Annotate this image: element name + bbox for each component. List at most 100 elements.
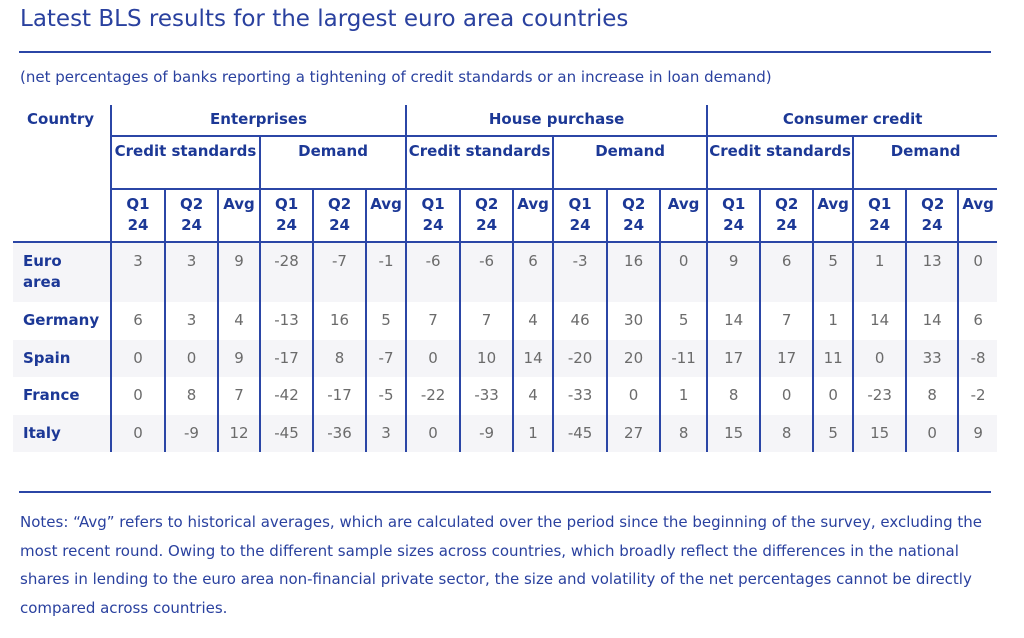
table-cell: 6 [759,242,814,302]
table-cell: -13 [259,302,313,340]
table-cell: 5 [812,242,854,302]
notes: Notes: “Avg” refers to historical averag… [20,513,982,617]
table-cell: -28 [259,242,313,302]
period-header-q1-24: Q1 24 [706,189,761,243]
table-cell: 0 [110,415,165,452]
table-cell: 0 [659,242,708,302]
table-cell: -33 [552,377,608,415]
table-cell: 0 [606,377,661,415]
table-cell: 4 [217,302,260,340]
table-cell: 16 [312,302,366,340]
table-cell: -2 [957,377,998,415]
header-consumer-credit: Consumer credit [706,105,998,137]
table-cell: 10 [459,340,514,377]
period-header-q2-24: Q2 24 [164,189,218,243]
table-cell: -6 [405,242,461,302]
period-header-q1-24: Q1 24 [852,189,907,243]
table-cell: -22 [405,377,461,415]
bls-results-table: Country Enterprises House purchase Consu… [13,105,998,452]
table-cell: -45 [259,415,313,452]
country-name: Spain [13,340,111,377]
table-cell: 0 [110,377,165,415]
table-cell: -1 [364,242,407,302]
table-cell: 20 [606,340,661,377]
table-cell: 17 [706,340,761,377]
table-cell: 0 [852,340,907,377]
table-cell: 5 [812,415,854,452]
table-cell: 14 [512,340,554,377]
table-cell: 0 [812,377,854,415]
period-header-avg: Avg [512,189,554,243]
table-cell: 3 [110,242,165,302]
table-row: Germany 6 3 4 -13 16 5 7 7 4 46 30 5 14 7 1 14 14 6 [13,302,998,340]
header-country: Country [13,105,111,243]
table-cell: -17 [259,340,313,377]
table-cell: 8 [312,340,366,377]
period-header-avg: Avg [217,189,260,243]
table-cell: 3 [164,242,218,302]
table-cell: 13 [905,242,959,302]
table-cell: 8 [659,415,708,452]
table-cell: 14 [706,302,761,340]
period-header-q2-24: Q2 24 [459,189,514,243]
table-cell: 6 [957,302,998,340]
table-row: France 0 8 7 -42 -17 -5 -22 -33 4 -33 0 1 8 0 0 -23 8 -2 [13,377,998,415]
table-cell: 0 [905,415,959,452]
period-header-q1-24: Q1 24 [552,189,608,243]
table-cell: 0 [405,340,461,377]
period-header-q1-24: Q1 24 [110,189,165,243]
table-cell: 9 [706,242,761,302]
period-header-avg: Avg [364,189,407,243]
table-cell: -42 [259,377,313,415]
table-cell: 15 [852,415,907,452]
period-header-avg: Avg [659,189,708,243]
table-cell: 17 [759,340,814,377]
subheader-demand: Demand [258,136,407,190]
period-header-avg: Avg [812,189,854,243]
table-cell: 27 [606,415,661,452]
table-cell: -9 [164,415,218,452]
table-cell: -3 [552,242,608,302]
period-header-avg: Avg [957,189,998,243]
table-cell: 14 [852,302,907,340]
table-cell: -23 [852,377,907,415]
table-cell: 7 [405,302,461,340]
table-cell: -8 [957,340,998,377]
country-name: Italy [13,415,111,452]
table-cell: 0 [164,340,218,377]
table-row: Euro area 3 3 9 -28 -7 -1 -6 -6 6 -3 16 0 9 6 5 1 13 0 [13,242,998,302]
table-cell: 1 [659,377,708,415]
table-cell: 5 [364,302,407,340]
divider-bottom [19,491,991,493]
table-row: Spain 0 0 9 -17 8 -7 0 10 14 -20 20 -11 17 17 11 0 33 -8 [13,340,998,377]
table-cell: 8 [706,377,761,415]
table-cell: -7 [364,340,407,377]
table-cell: 1 [852,242,907,302]
table-cell: -17 [312,377,366,415]
table-cell: 8 [164,377,218,415]
table-cell: -9 [459,415,514,452]
table-cell: -33 [459,377,514,415]
table-cell: 46 [552,302,608,340]
period-header-q1-24: Q1 24 [405,189,461,243]
table-cell: 4 [512,302,554,340]
table-cell: 16 [606,242,661,302]
table-cell: 0 [110,340,165,377]
table-cell: -45 [552,415,608,452]
header-house-purchase: House purchase [405,105,708,137]
table-cell: 7 [759,302,814,340]
subheader-demand: Demand [552,136,708,190]
table-cell: 7 [459,302,514,340]
table-cell: 9 [217,340,260,377]
table-cell: 8 [759,415,814,452]
table-cell: 9 [217,242,260,302]
table-cell: 6 [512,242,554,302]
table-cell: 3 [364,415,407,452]
country-name: Euro area [13,242,111,302]
table-cell: 7 [217,377,260,415]
table-cell: 9 [957,415,998,452]
table-cell: 14 [905,302,959,340]
table-cell: 8 [905,377,959,415]
table-cell: 6 [110,302,165,340]
country-name: Germany [23,311,100,329]
